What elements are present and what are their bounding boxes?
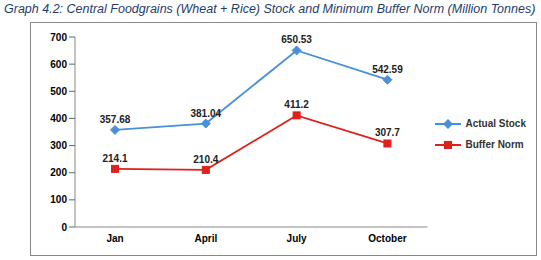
svg-text:300: 300: [50, 140, 67, 151]
svg-text:October: October: [368, 233, 406, 244]
svg-text:Jan: Jan: [106, 233, 123, 244]
svg-text:381.04: 381.04: [191, 108, 222, 119]
svg-text:600: 600: [50, 59, 67, 70]
svg-text:411.2: 411.2: [284, 99, 309, 110]
svg-text:100: 100: [50, 194, 67, 205]
svg-text:0: 0: [61, 222, 67, 233]
svg-text:650.53: 650.53: [281, 34, 312, 45]
svg-text:500: 500: [50, 86, 67, 97]
svg-text:July: July: [287, 233, 307, 244]
svg-text:357.68: 357.68: [100, 114, 131, 125]
svg-text:700: 700: [50, 32, 67, 43]
svg-text:400: 400: [50, 113, 67, 124]
svg-text:200: 200: [50, 167, 67, 178]
svg-text:214.1: 214.1: [102, 153, 127, 164]
svg-text:307.7: 307.7: [375, 127, 400, 138]
svg-text:April: April: [194, 233, 217, 244]
html-text:Actual Stock: Actual Stock: [465, 118, 526, 129]
svg-text:542.59: 542.59: [372, 64, 403, 75]
svg-text:210.4: 210.4: [193, 154, 218, 165]
html-text:Buffer Norm: Buffer Norm: [465, 139, 524, 150]
html-text:Graph 4.2: Central Foodgrains: Graph 4.2: Central Foodgrains (Wheat + R…: [4, 2, 536, 16]
